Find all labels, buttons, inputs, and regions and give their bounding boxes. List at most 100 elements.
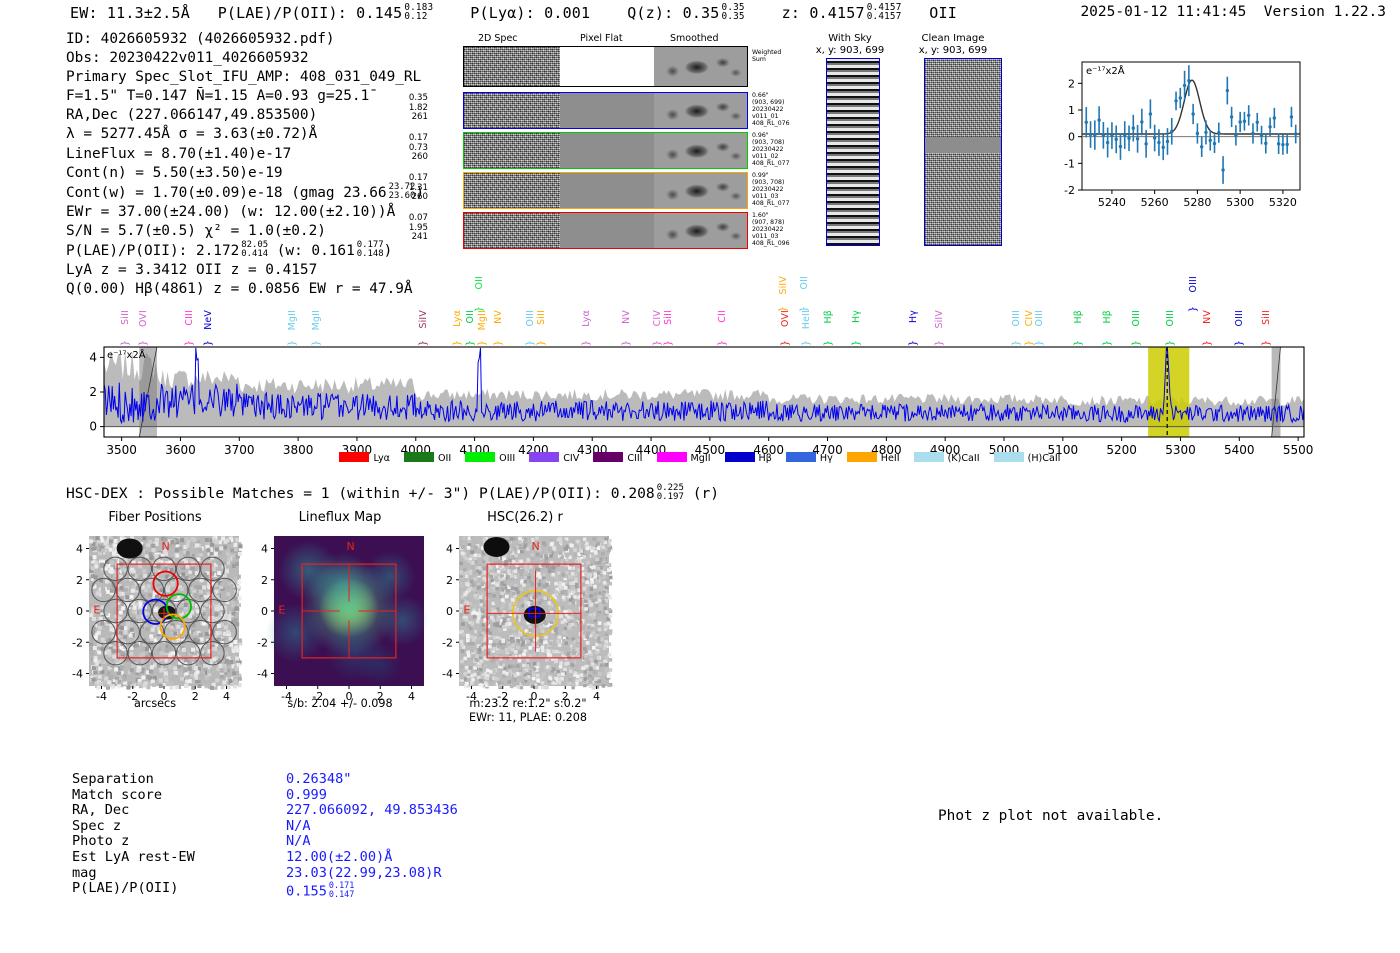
header-z-range: 0.4157 0.4157: [866, 2, 902, 23]
svg-text:0: 0: [261, 605, 268, 618]
legend-item: CIV: [529, 452, 579, 464]
legend-swatch: [529, 452, 560, 462]
svg-text:5300: 5300: [1226, 196, 1254, 209]
with-sky-cutout: [826, 58, 880, 246]
legend-item: (H)CaII: [993, 452, 1061, 464]
svg-text:-4: -4: [442, 668, 453, 681]
legend-label: (H)CaII: [1027, 453, 1061, 464]
svg-text:5500: 5500: [1283, 443, 1314, 457]
legend-swatch: [785, 452, 816, 462]
legend-item: Lyα: [339, 452, 390, 464]
svg-text:2: 2: [76, 574, 83, 587]
header-qz-range: 0.35 0.35: [721, 2, 745, 23]
svg-text:4800: 4800: [871, 443, 902, 457]
svg-text:-2: -2: [1064, 184, 1075, 197]
svg-text:0: 0: [446, 605, 453, 618]
montage-fiber-meta: 0.96" (903, 708) 20230422 v011_02 408_RL_077: [752, 132, 790, 168]
legend-item: Hγ: [785, 452, 833, 464]
legend-label: CIII: [627, 453, 643, 464]
info-primary-spec: Primary Spec_Slot_IFU_AMP: 408_031_049_R…: [66, 69, 422, 86]
legend-label: Hγ: [819, 453, 833, 464]
legend-item: OII: [403, 452, 452, 464]
legend-swatch: [913, 452, 944, 462]
timestamp-version: 2025-01-12 11:41:45 Version 1.22.3: [1080, 4, 1386, 20]
svg-text:4: 4: [446, 543, 453, 556]
svg-text:2: 2: [446, 574, 453, 587]
svg-text:5200: 5200: [1106, 443, 1137, 457]
svg-text:3500: 3500: [106, 443, 137, 457]
svg-text:2: 2: [562, 690, 569, 703]
info-radec: RA,Dec (227.066147,49.853500): [66, 107, 318, 124]
match-property-key: mag: [72, 864, 97, 881]
match-property-key: RA, Dec: [72, 802, 130, 819]
svg-text:2: 2: [89, 385, 97, 399]
photz-note: Phot z plot not available.: [938, 808, 1164, 824]
clean-image-header: Clean Image x, y: 903, 699: [918, 33, 988, 56]
panel-title-hsc-r: HSC(26.2) r: [487, 510, 563, 525]
montage-fiber-row: [463, 172, 748, 209]
info-cont-w: Cont(w) = 1.70(±0.09)e-18 (gmag 23.66 23.…: [66, 181, 425, 201]
svg-text:-4: -4: [466, 690, 477, 703]
source-info-block: ID: 4026605932 (4026605932.pdf) Obs: 202…: [66, 30, 424, 299]
match-property-value: 12.00(±2.00)Å: [286, 849, 393, 865]
svg-text:2: 2: [1068, 77, 1075, 90]
legend-item: CIII: [593, 452, 643, 464]
legend-label: OII: [437, 453, 452, 464]
legend-label: HeII: [880, 453, 900, 464]
fiber-positions-caption: arcsecs: [133, 697, 177, 710]
legend-label: Lyα: [373, 453, 390, 464]
svg-text:3800: 3800: [283, 443, 314, 457]
legend-swatch: [593, 452, 624, 462]
header-ew: EW: 11.3±2.5Å: [70, 4, 190, 23]
svg-text:4600: 4600: [753, 443, 784, 457]
info-gmag-range: 23.72 23.60: [388, 181, 416, 201]
montage-fiber-row: [463, 132, 748, 169]
svg-text:5100: 5100: [1048, 443, 1079, 457]
svg-text:-2: -2: [257, 636, 268, 649]
info-id: ID: 4026605932 (4026605932.pdf): [66, 31, 335, 47]
timestamp: 2025-01-12 11:41:45: [1080, 4, 1247, 20]
svg-text:4: 4: [89, 350, 97, 364]
legend-label: OIII: [499, 453, 516, 464]
info-cont-n: Cont(n) = 5.50(±3.50)e-19: [66, 164, 283, 181]
montage-weighted-sum-row: [463, 46, 748, 87]
match-property-key: Spec z: [72, 817, 122, 834]
svg-text:0: 0: [346, 690, 353, 703]
panel-title-fiber-positions: Fiber Positions: [108, 510, 202, 525]
svg-text:2: 2: [261, 574, 268, 587]
lineflux-map-caption: s/b: 2.04 +/- 0.098: [287, 697, 393, 710]
svg-text:0: 0: [1068, 131, 1075, 144]
header-summary-line: EW: 11.3±2.5Å P(LAE)/P(OII): 0.145 0.183 0…: [70, 3, 957, 22]
info-z-lines: LyA z = 3.3412 OII z = 0.4157: [66, 261, 318, 278]
svg-text:4: 4: [76, 543, 83, 556]
svg-text:-2: -2: [127, 690, 138, 703]
header-plya: P(Lyα): 0.001: [470, 4, 591, 23]
montage-fiber-weights: 0.17 0.73 260: [408, 133, 428, 163]
header-plae-label: P(LAE)/P(OII):: [217, 4, 347, 23]
montage-fiber-weights: 0.17 1.31 260: [408, 173, 428, 203]
legend-label: MgII: [690, 453, 711, 464]
montage-fiber-meta: 1.60" (907, 878) 20230422 v011_03 408_RL_096: [752, 212, 790, 248]
montage-fiber-meta: 0.66" (903, 699) 20230422 v011_01 408_RL_076: [752, 92, 790, 128]
svg-text:5260: 5260: [1141, 196, 1169, 209]
svg-text:4500: 4500: [695, 443, 726, 457]
svg-text:0: 0: [531, 690, 538, 703]
svg-text:0: 0: [76, 605, 83, 618]
match-property-value: 0.155 0.171 0.147: [286, 880, 355, 900]
info-lineflux: LineFlux = 8.70(±1.40)e-17: [66, 145, 292, 162]
match-property-key: Match score: [72, 786, 163, 803]
clean-image-cutout: [924, 58, 1002, 246]
info-lambda: λ = 5277.45Å σ = 3.63(±0.72)Å: [66, 126, 318, 143]
svg-text:1: 1: [1068, 104, 1075, 117]
svg-text:-2: -2: [312, 690, 323, 703]
legend-swatch: [656, 452, 687, 462]
svg-text:-4: -4: [72, 668, 83, 681]
svg-text:3700: 3700: [224, 443, 255, 457]
hsc-plae-range: 0.225 0.197: [656, 483, 684, 503]
svg-text:4: 4: [223, 690, 230, 703]
hsc-r-panel: -4 -4 -2 -2 0 0 2 2 4 4 N E: [433, 530, 653, 705]
svg-text:4700: 4700: [812, 443, 843, 457]
svg-text:2: 2: [377, 690, 384, 703]
legend-label: Hβ: [758, 453, 772, 464]
legend-item: OIII: [465, 452, 515, 464]
